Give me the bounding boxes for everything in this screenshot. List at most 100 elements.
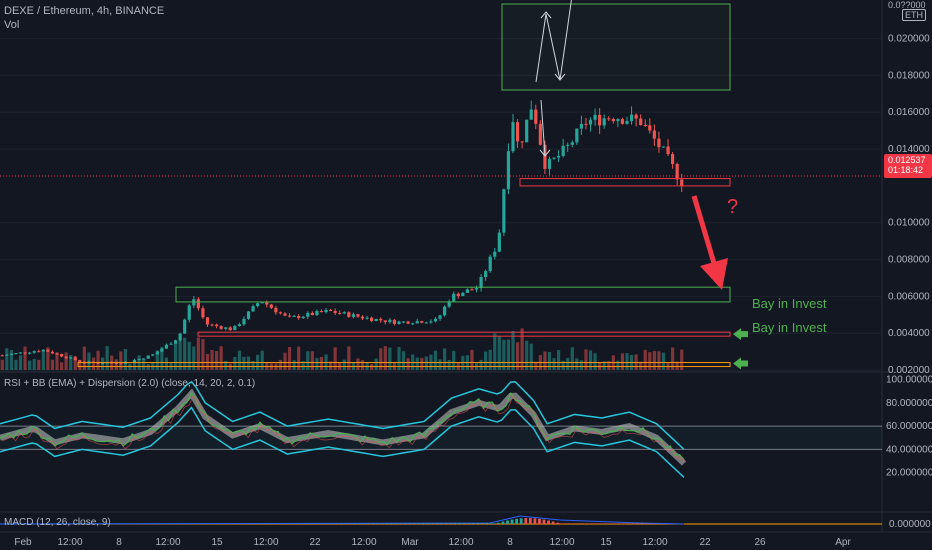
macd-line bbox=[0, 515, 685, 525]
candle-body bbox=[639, 118, 643, 125]
candle-body bbox=[169, 343, 173, 345]
price-tick-label: 0.008000 bbox=[888, 255, 930, 266]
volume-bar bbox=[9, 349, 13, 370]
candle-body bbox=[629, 114, 634, 122]
rsi-tick-label: 20.000000 bbox=[886, 468, 932, 479]
candle-body bbox=[488, 256, 492, 272]
macd-histogram-bar bbox=[410, 523, 414, 524]
volume-bar bbox=[671, 347, 675, 370]
price-tick-label: 0.020000 bbox=[888, 34, 930, 45]
volume-bar bbox=[46, 347, 50, 370]
candle-body bbox=[347, 312, 351, 317]
buy-zone-label-1: Bay in Invest bbox=[752, 296, 827, 311]
candle-body bbox=[497, 232, 501, 252]
macd-histogram-bar bbox=[633, 523, 637, 524]
volume-bar bbox=[547, 352, 552, 370]
candle-body bbox=[652, 130, 656, 139]
time-axis-label: Mar bbox=[401, 537, 419, 548]
volume-bar bbox=[479, 359, 483, 370]
macd-histogram-bar bbox=[615, 523, 619, 524]
macd-histogram-bar bbox=[629, 523, 633, 524]
candle-body bbox=[534, 109, 538, 124]
volume-bar bbox=[443, 348, 447, 370]
volume-bar bbox=[278, 359, 283, 370]
currency-badge[interactable]: ETH bbox=[902, 9, 926, 21]
candle-body bbox=[593, 114, 597, 120]
volume-bar bbox=[643, 349, 647, 370]
candle-body bbox=[383, 320, 387, 323]
volume-bar bbox=[401, 351, 406, 370]
candle-body bbox=[233, 326, 237, 331]
candle-body bbox=[598, 114, 602, 126]
volume-bar bbox=[588, 350, 593, 370]
price-axis-top-partial: 0.0??000 bbox=[888, 0, 926, 10]
macd-histogram-bar bbox=[560, 523, 564, 524]
volume-bar bbox=[23, 346, 27, 370]
candle-body bbox=[443, 306, 447, 316]
volume-bar bbox=[566, 357, 570, 370]
volume-bar bbox=[5, 348, 9, 370]
candle-body bbox=[205, 317, 210, 325]
candle-body bbox=[429, 321, 433, 323]
candle-body bbox=[50, 351, 55, 354]
candle-body bbox=[301, 316, 305, 319]
volume-bar bbox=[374, 358, 378, 370]
buy-zone-label-2: Bay in Invest bbox=[752, 320, 827, 335]
candle-body bbox=[324, 310, 328, 313]
candle-body bbox=[666, 146, 670, 155]
volume-bar bbox=[484, 351, 488, 370]
volume-bar bbox=[315, 357, 319, 370]
candle-body bbox=[456, 293, 460, 297]
volume-bar bbox=[420, 358, 424, 370]
volume-bar bbox=[160, 347, 164, 370]
macd-histogram-bar bbox=[556, 522, 560, 524]
volume-bar bbox=[438, 359, 442, 370]
candle-body bbox=[173, 340, 178, 344]
candle-body bbox=[438, 315, 442, 319]
time-axis-label: 22 bbox=[309, 537, 321, 548]
macd-histogram-bar bbox=[487, 523, 491, 524]
rsi-tick-label: 100.000000 bbox=[886, 375, 932, 386]
volume-bar bbox=[561, 360, 565, 370]
candle-body bbox=[28, 352, 32, 354]
volume-bar bbox=[306, 351, 310, 370]
volume-bar bbox=[237, 350, 241, 370]
candle-body bbox=[575, 128, 579, 143]
rsi-line bbox=[0, 391, 685, 460]
volume-bar bbox=[310, 351, 314, 370]
candle-body bbox=[187, 305, 191, 320]
macd-histogram-bar bbox=[515, 518, 519, 524]
volume-bar bbox=[0, 359, 4, 370]
volume-bar bbox=[397, 346, 401, 370]
volume-bar bbox=[319, 356, 324, 370]
buy-arrow-icon bbox=[733, 357, 748, 370]
macd-histogram-bar bbox=[456, 523, 459, 524]
question-mark-annotation: ? bbox=[727, 196, 739, 218]
volume-bar bbox=[73, 356, 77, 370]
candle-body bbox=[365, 317, 369, 319]
volume-bar bbox=[142, 358, 146, 370]
time-axis-label: 12:00 bbox=[448, 537, 473, 548]
candle-body bbox=[32, 351, 36, 353]
candle-body bbox=[374, 318, 378, 322]
candle-body bbox=[18, 352, 23, 354]
candle-body bbox=[292, 315, 296, 317]
candle-body bbox=[329, 310, 333, 312]
macd-histogram-bar bbox=[401, 523, 405, 524]
volume-bar bbox=[447, 359, 451, 370]
volume-bar bbox=[552, 358, 556, 370]
candle-body bbox=[228, 327, 232, 331]
macd-histogram-bar bbox=[624, 523, 628, 524]
candle-body bbox=[333, 311, 337, 313]
candle-body bbox=[579, 123, 583, 129]
volume-bar bbox=[59, 362, 64, 370]
candle-body bbox=[584, 123, 588, 125]
candle-body bbox=[620, 119, 625, 124]
volume-bar bbox=[164, 357, 169, 370]
macd-panel-title: MACD (12, 26, close, 9) bbox=[4, 517, 111, 528]
candle-body bbox=[224, 327, 228, 329]
volume-bar bbox=[502, 339, 506, 370]
volume-bar bbox=[515, 342, 520, 370]
candle-body bbox=[520, 141, 524, 143]
